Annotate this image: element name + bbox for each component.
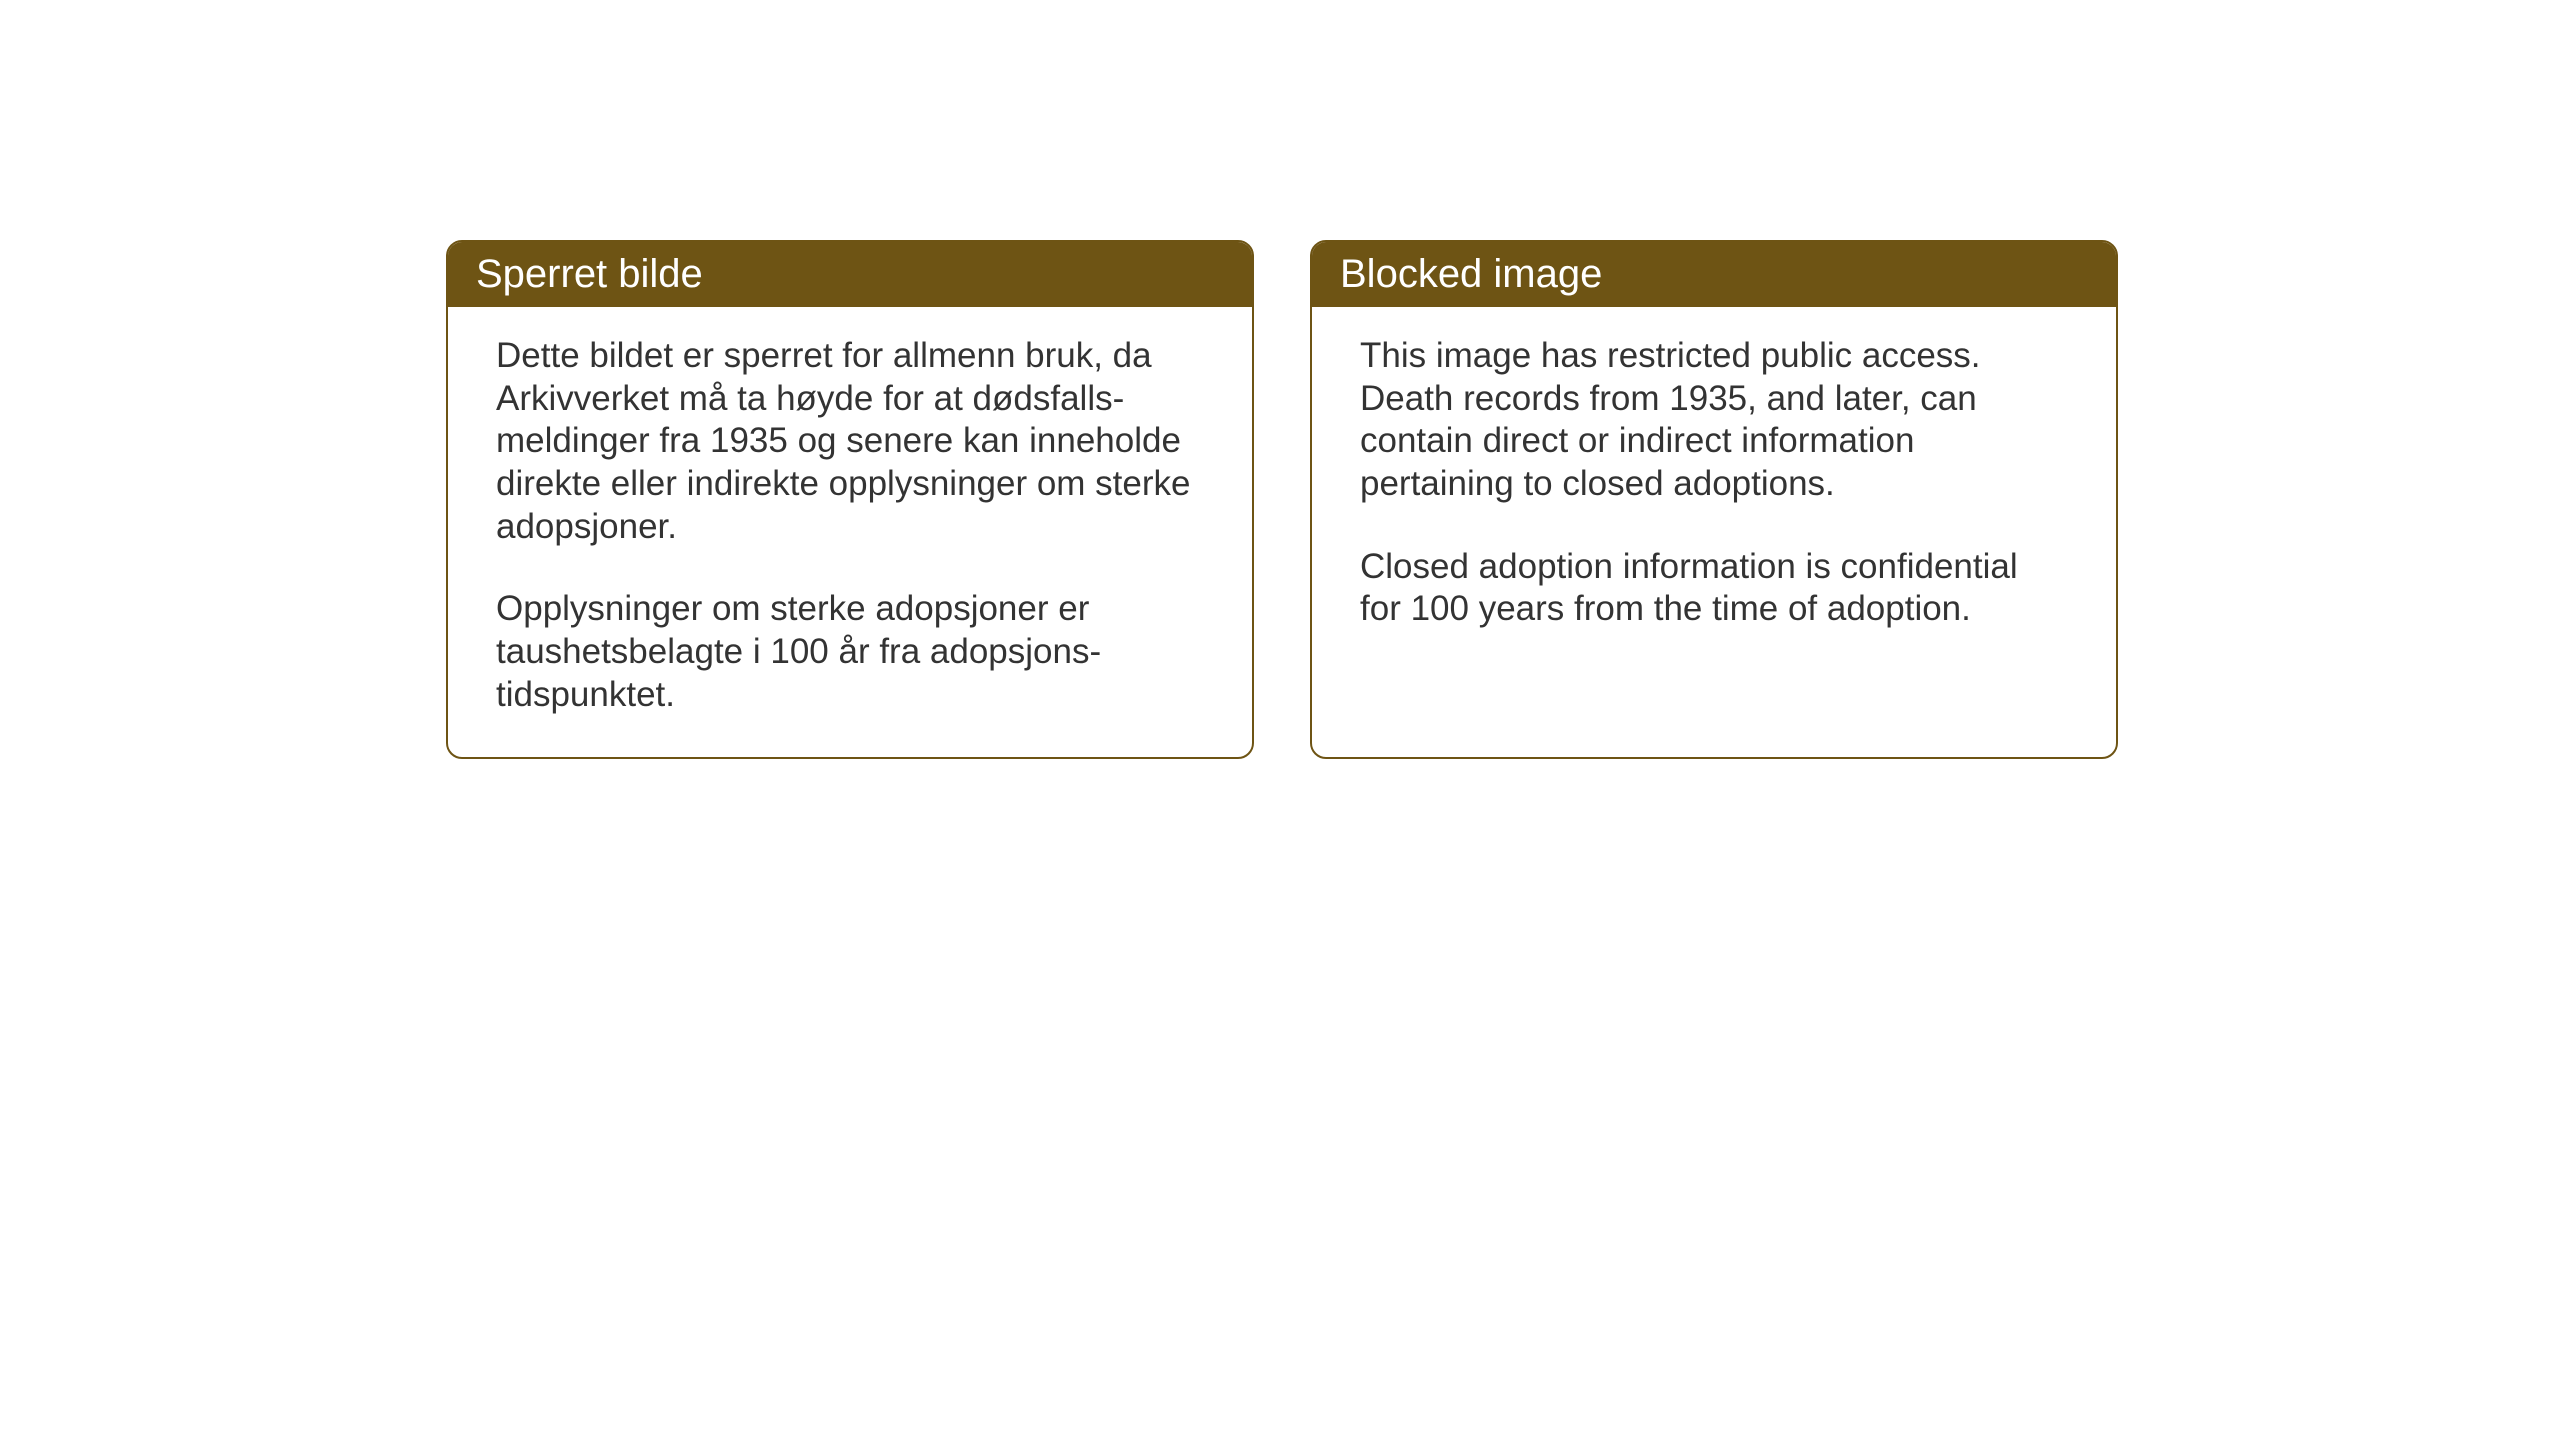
english-paragraph-2: Closed adoption information is confident… xyxy=(1360,546,2068,631)
english-card-body: This image has restricted public access.… xyxy=(1312,307,2116,671)
english-notice-card: Blocked image This image has restricted … xyxy=(1310,240,2118,759)
norwegian-paragraph-1: Dette bildet er sperret for allmenn bruk… xyxy=(496,335,1204,548)
norwegian-notice-card: Sperret bilde Dette bildet er sperret fo… xyxy=(446,240,1254,759)
norwegian-card-title: Sperret bilde xyxy=(448,242,1252,307)
norwegian-paragraph-2: Opplysninger om sterke adopsjoner er tau… xyxy=(496,588,1204,716)
norwegian-card-body: Dette bildet er sperret for allmenn bruk… xyxy=(448,307,1252,757)
notice-cards-container: Sperret bilde Dette bildet er sperret fo… xyxy=(446,240,2118,759)
english-paragraph-1: This image has restricted public access.… xyxy=(1360,335,2068,506)
english-card-title: Blocked image xyxy=(1312,242,2116,307)
